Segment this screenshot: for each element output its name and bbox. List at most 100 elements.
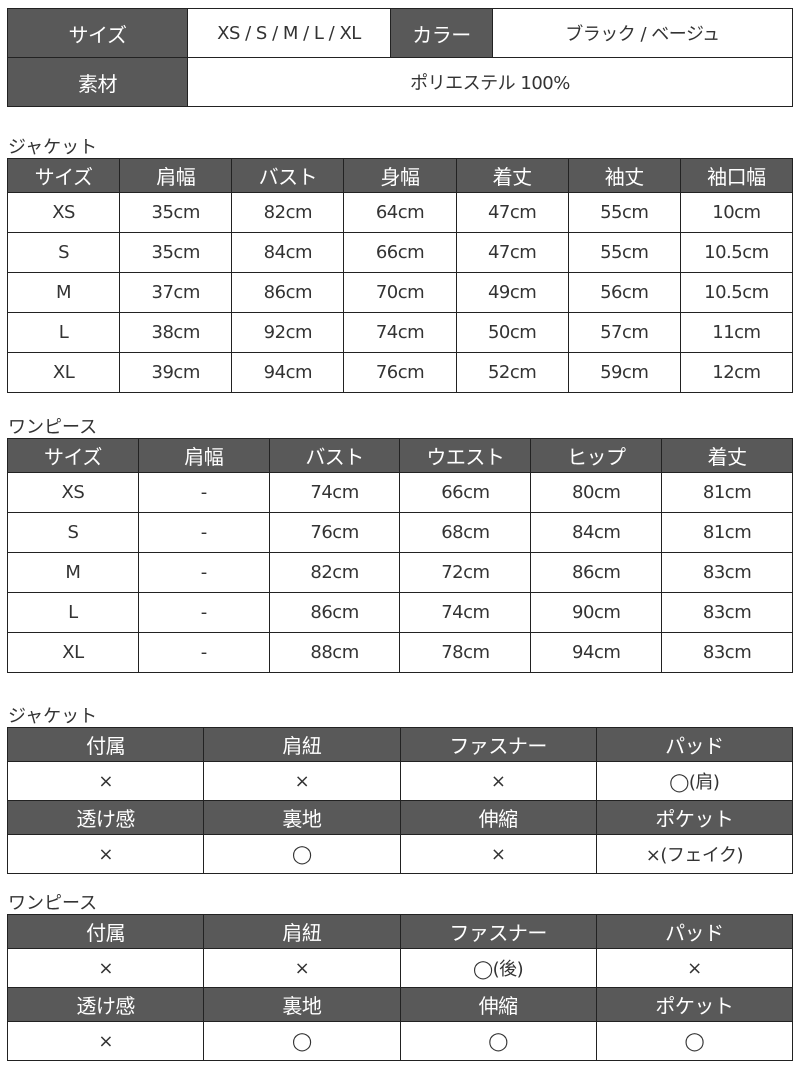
table-cell: 37cm xyxy=(119,272,233,313)
spec-value-row: × × ◯(後) × xyxy=(6,948,794,988)
column-header: バスト xyxy=(268,438,401,473)
table-cell: 66cm xyxy=(343,232,457,273)
product-info-table: サイズ XS / S / M / L / XL カラー ブラック / ベージュ … xyxy=(7,8,793,107)
table-row: XL 39cm 94cm 76cm 52cm 59cm 12cm xyxy=(6,352,794,393)
table-cell: 88cm xyxy=(268,632,401,673)
spec-value: ×(フェイク) xyxy=(595,834,794,874)
table-cell: - xyxy=(137,632,270,673)
spec-value: ◯(肩) xyxy=(595,761,794,801)
column-header: ウエスト xyxy=(399,438,532,473)
table-cell: 47cm xyxy=(455,192,569,233)
table-cell: 74cm xyxy=(268,472,401,513)
table-cell: 12cm xyxy=(679,352,794,393)
spec-value: ◯ xyxy=(399,1021,597,1061)
table-cell: 59cm xyxy=(567,352,681,393)
table-cell: 72cm xyxy=(399,552,532,593)
spec-header-row: 付属 肩紐 ファスナー パッド xyxy=(6,727,794,762)
spec-value-row: × ◯ × ×(フェイク) xyxy=(6,834,794,874)
table-cell: 80cm xyxy=(530,472,663,513)
spec-header: 伸縮 xyxy=(399,800,597,835)
spec-value: × xyxy=(203,761,401,801)
table-cell: 90cm xyxy=(530,592,663,633)
spec-value: ◯ xyxy=(595,1021,794,1061)
spec-header-row: 透け感 裏地 伸縮 ポケット xyxy=(6,987,794,1022)
spec-value-row: × × × ◯(肩) xyxy=(6,761,794,801)
table-cell: 11cm xyxy=(679,312,794,353)
dress-spec-table: 付属 肩紐 ファスナー パッド × × ◯(後) × 透け感 裏地 伸縮 ポケット × ◯ ◯ ◯ xyxy=(6,914,794,1061)
table-cell: 82cm xyxy=(231,192,345,233)
table-row: S -76cm 68cm 84cm 81cm xyxy=(7,512,793,553)
table-cell: L xyxy=(7,592,139,633)
column-header: 袖口幅 xyxy=(679,158,794,193)
header-row: サイズ 肩幅 バスト ウエスト ヒップ 着丈 xyxy=(7,438,793,473)
column-header: ヒップ xyxy=(530,438,663,473)
table-cell: 81cm xyxy=(661,512,793,553)
dress-size-table: サイズ 肩幅 バスト ウエスト ヒップ 着丈 XS -74cm 66cm 80cm 81cm S -76… xyxy=(7,438,793,673)
table-cell: 10.5cm xyxy=(679,272,794,313)
spec-header: 透け感 xyxy=(6,800,205,835)
spec-value: × xyxy=(203,948,401,988)
table-cell: 94cm xyxy=(231,352,345,393)
spec-value: × xyxy=(6,761,205,801)
table-cell: 47cm xyxy=(455,232,569,273)
spec-header: パッド xyxy=(595,727,794,762)
column-header: サイズ xyxy=(6,158,121,193)
jacket-size-title: ジャケット xyxy=(8,137,98,158)
spec-header: パッド xyxy=(595,914,794,949)
color-value: ブラック / ベージュ xyxy=(492,8,793,58)
spec-value-row: × ◯ ◯ ◯ xyxy=(6,1021,794,1061)
jacket-size-table: サイズ 肩幅 バスト 身幅 着丈 袖丈 袖口幅 XS 35cm 82cm 64cm 47cm 55cm 1… xyxy=(6,158,794,393)
jacket-spec-table: 付属 肩紐 ファスナー パッド × × × ◯(肩) 透け感 裏地 伸縮 ポケット × ◯ × ×(フェイク) xyxy=(6,727,794,874)
spec-value: × xyxy=(6,834,205,874)
table-cell: M xyxy=(6,272,121,313)
table-cell: S xyxy=(7,512,139,553)
spec-header: 裏地 xyxy=(203,800,401,835)
dress-spec-title: ワンピース xyxy=(8,893,98,914)
spec-header: ファスナー xyxy=(399,914,597,949)
spec-header: 付属 xyxy=(6,727,205,762)
spec-header: 透け感 xyxy=(6,987,205,1022)
spec-header: 肩紐 xyxy=(203,914,401,949)
column-header: サイズ xyxy=(7,438,139,473)
table-cell: XL xyxy=(7,632,139,673)
table-cell: 55cm xyxy=(567,232,681,273)
color-label: カラー xyxy=(390,8,493,58)
table-cell: 10cm xyxy=(679,192,794,233)
spec-header: ポケット xyxy=(595,800,794,835)
table-cell: 68cm xyxy=(399,512,532,553)
dress-size-title: ワンピース xyxy=(8,417,98,438)
spec-value: ◯ xyxy=(203,834,401,874)
column-header: バスト xyxy=(231,158,345,193)
table-cell: 76cm xyxy=(268,512,401,553)
spec-header-row: 透け感 裏地 伸縮 ポケット xyxy=(6,800,794,835)
spec-header: ファスナー xyxy=(399,727,597,762)
table-cell: XS xyxy=(7,472,139,513)
table-cell: 86cm xyxy=(530,552,663,593)
table-cell: 83cm xyxy=(661,552,793,593)
table-row: XL -88cm 78cm 94cm 83cm xyxy=(7,632,793,673)
table-cell: 39cm xyxy=(119,352,233,393)
table-cell: L xyxy=(6,312,121,353)
table-cell: 83cm xyxy=(661,592,793,633)
table-cell: 83cm xyxy=(661,632,793,673)
material-label: 素材 xyxy=(7,57,188,107)
spec-header: 伸縮 xyxy=(399,987,597,1022)
table-row: L 38cm 92cm 74cm 50cm 57cm 11cm xyxy=(6,312,794,353)
column-header: 着丈 xyxy=(455,158,569,193)
table-cell: 10.5cm xyxy=(679,232,794,273)
table-cell: 70cm xyxy=(343,272,457,313)
column-header: 着丈 xyxy=(661,438,793,473)
header-row: サイズ 肩幅 バスト 身幅 着丈 袖丈 袖口幅 xyxy=(6,158,794,193)
column-header: 肩幅 xyxy=(137,438,270,473)
table-row: XS -74cm 66cm 80cm 81cm xyxy=(7,472,793,513)
table-cell: XS xyxy=(6,192,121,233)
table-cell: 82cm xyxy=(268,552,401,593)
table-cell: 38cm xyxy=(119,312,233,353)
table-cell: 66cm xyxy=(399,472,532,513)
table-cell: - xyxy=(137,552,270,593)
table-cell: 56cm xyxy=(567,272,681,313)
spec-value: × xyxy=(399,834,597,874)
table-cell: 84cm xyxy=(231,232,345,273)
column-header: 身幅 xyxy=(343,158,457,193)
spec-value: ◯(後) xyxy=(399,948,597,988)
